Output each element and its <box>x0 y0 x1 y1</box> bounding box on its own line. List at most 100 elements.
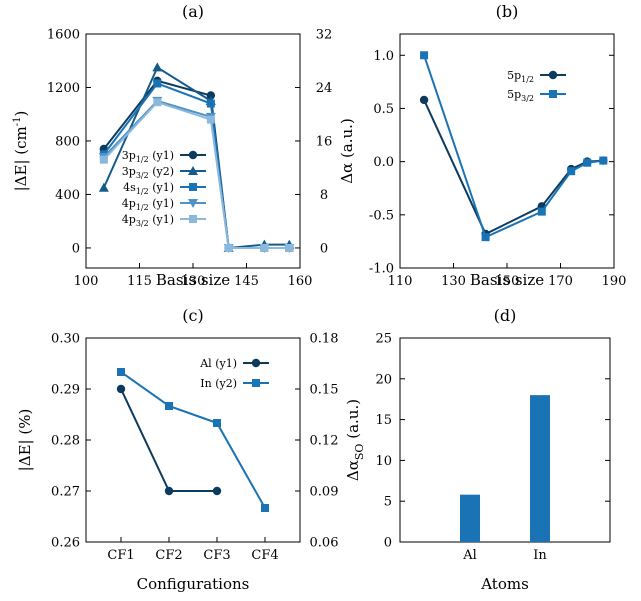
panel-a-legend-label-4: 4p3/2 (y1) <box>122 213 174 228</box>
panel-a-y2-tick-label: 8 <box>320 188 328 203</box>
panel-b-legend-label-0: 5p1/2 <box>507 69 534 84</box>
panel-a-y2-ticks: 0 8 16 24 32 <box>295 28 333 256</box>
panel-a-x-tick-label: 145 <box>234 274 259 289</box>
panel-a-point-2-2 <box>206 99 215 108</box>
panel-a-legend-label-3: 4p1/2 (y1) <box>122 197 174 212</box>
panel-a-x-ticks: 100 115 130 145 160 <box>74 263 313 289</box>
panel-a-legend-marker-2 <box>189 183 197 191</box>
panel-c-x-tick-label: CF4 <box>251 548 278 563</box>
panel-a-y-tick-label: 1200 <box>47 81 80 96</box>
panel-c-point-1-2 <box>213 419 221 427</box>
panel-c-y-tick-label: 0.29 <box>51 383 80 398</box>
panel-a-legend-marker-3 <box>188 199 198 208</box>
panel-a-ylabel: |ΔE| (cm-1) <box>12 111 30 192</box>
panel-b-xlabel: Basis size <box>470 271 544 289</box>
panel-a-point-4-0 <box>99 155 108 164</box>
panel-a-legend-marker-0 <box>188 150 198 160</box>
panel-a-legend: 3p1/2 (y1)3p3/2 (y2)4s1/2 (y1)4p1/2 (y1)… <box>122 149 206 228</box>
panel-a-y2-tick-label: 16 <box>316 134 333 149</box>
panel-c-legend: Al (y1) In (y2) <box>199 357 269 390</box>
panel-b-point-1-3 <box>567 167 576 176</box>
panel-d-bars <box>460 395 550 542</box>
panel-b-point-1-2 <box>537 207 546 216</box>
panel-d-y-tick-label: 10 <box>375 454 392 469</box>
panel-a-point-4-2 <box>206 115 215 124</box>
panel-a-xlabel: Basis size <box>156 271 230 289</box>
panel-b-point-1-1 <box>481 233 490 242</box>
panel-b-series-line-1 <box>423 54 604 239</box>
panel-a-x-tick-label: 130 <box>181 274 206 289</box>
panel-c-x-tick-label: CF1 <box>107 548 134 563</box>
panel-c-xlabel: Configurations <box>137 575 250 593</box>
panel-a-point-1-0 <box>98 182 109 192</box>
panel-d-bar-al <box>460 494 480 542</box>
panel-b-ylabel: Δα (a.u.) <box>338 118 356 184</box>
panel-d-xlabel: Atoms <box>480 575 529 593</box>
panel-b-legend: 5p1/2 5p3/2 <box>507 69 566 103</box>
panel-b-x-tick-label: 130 <box>441 274 466 289</box>
panel-c-legend-label-0: Al (y1) <box>199 357 237 370</box>
panel-a-x-tick-label: 160 <box>288 274 313 289</box>
panel-a-y-tick-label: 0 <box>72 241 80 256</box>
panel-a-y-tick-label: 400 <box>55 188 80 203</box>
panel-a-point-4-1 <box>153 98 162 107</box>
panel-d-frame <box>399 337 611 543</box>
panel-b-x-tick-label: 190 <box>602 274 627 289</box>
panel-c-y-ticks: 0.26 0.27 0.28 0.29 0.30 <box>51 332 91 551</box>
panel-b-series <box>419 51 608 242</box>
panel-b-point-1-5 <box>599 156 608 165</box>
panel-a-x-tick-label: 100 <box>74 274 99 289</box>
panel-c-y-tick-label: 0.30 <box>51 332 80 347</box>
panel-b-point-1-4 <box>583 158 592 167</box>
panel-d-y-tick-label: 15 <box>375 413 392 428</box>
panel-b-x-ticks: 110 130 150 170 190 <box>388 263 627 289</box>
panel-d-y-tick-label: 20 <box>375 372 392 387</box>
panel-b-legend-marker-0 <box>548 70 558 80</box>
panel-a-x-tick-label: 115 <box>127 274 152 289</box>
panel-b-x-tick-label: 170 <box>548 274 573 289</box>
panel-a-point-4-3 <box>224 243 233 252</box>
panel-b-legend-label-1: 5p3/2 <box>507 88 534 103</box>
panel-b-x-tick-label: 150 <box>495 274 520 289</box>
panel-c-point-0-0 <box>116 384 126 394</box>
panel-b-y-ticks: -1.0 -0.5 0.0 0.5 1.0 <box>369 49 614 277</box>
panel-c-point-0-1 <box>164 486 174 496</box>
panel-b-y-tick-label: 0.0 <box>373 155 394 170</box>
panel-c-y2-tick-label: 0.15 <box>310 383 339 398</box>
panel-d-y-tick-label: 25 <box>375 332 392 347</box>
panel-b-legend-marker-1 <box>549 90 557 98</box>
panel-a-series-line-4 <box>103 101 290 249</box>
panel-c-x-ticks: CF1 CF2 CF3 CF4 <box>107 537 279 563</box>
panel-c-point-1-0 <box>117 368 125 376</box>
panel-b-y-tick-label: -1.0 <box>369 262 394 277</box>
panel-c-ylabel: |ΔE| (%) <box>16 409 34 472</box>
panel-a-y2-tick-label: 32 <box>316 28 333 43</box>
panel-c-legend-label-1: In (y2) <box>200 377 237 390</box>
panel-d-y-tick-label: 0 <box>384 536 392 551</box>
panel-d-ylabel: ΔαSO (a.u.) <box>344 399 366 481</box>
panel-a: (a) 0 400 800 1200 1600 0 8 16 24 32 100 115 130 14… <box>12 2 332 289</box>
panel-a-y-ticks: 0 400 800 1200 1600 <box>47 28 91 256</box>
panel-a-y2-tick-label: 24 <box>316 81 333 96</box>
panel-b-y-tick-label: -0.5 <box>369 208 394 223</box>
panel-c-title: (c) <box>182 306 203 325</box>
panel-a-point-1-1 <box>152 62 163 72</box>
panel-d-x-tick-label: In <box>533 548 547 563</box>
panel-a-point-4-5 <box>285 243 294 252</box>
panel-c-y-tick-label: 0.28 <box>51 434 80 449</box>
panel-c-point-1-3 <box>261 504 269 512</box>
panel-c-y-tick-label: 0.26 <box>51 536 80 551</box>
panel-a-y-tick-label: 800 <box>55 134 80 149</box>
panel-a-legend-label-1: 3p3/2 (y2) <box>122 165 174 180</box>
panel-b: (b) -1.0 -0.5 0.0 0.5 1.0 110 130 150 170 190 Ba… <box>338 2 626 289</box>
panel-b-y-tick-label: 1.0 <box>373 49 394 64</box>
panel-d-x-tick-label: Al <box>462 548 477 563</box>
panel-c-x-tick-label: CF2 <box>155 548 182 563</box>
panel-d-bar-in <box>530 395 550 542</box>
panel-a-series <box>98 62 295 253</box>
panel-c-y2-tick-label: 0.18 <box>310 332 339 347</box>
panel-d-y-tick-label: 5 <box>384 495 392 510</box>
panel-a-legend-label-0: 3p1/2 (y1) <box>122 149 174 164</box>
panel-a-y-tick-label: 1600 <box>47 28 80 43</box>
